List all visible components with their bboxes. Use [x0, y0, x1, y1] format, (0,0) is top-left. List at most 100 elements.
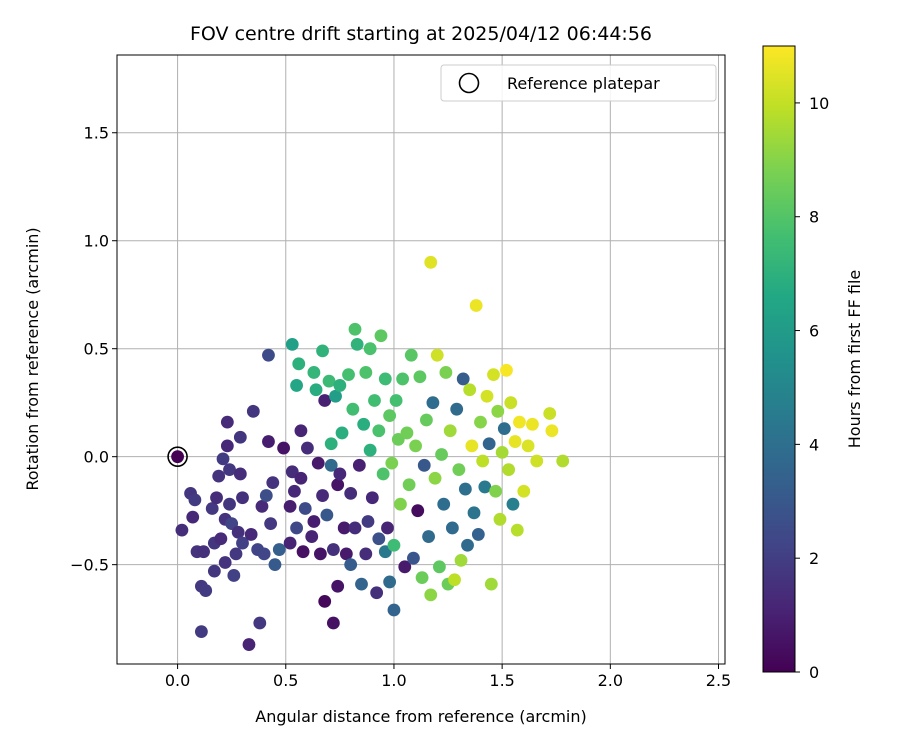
data-point: [242, 638, 256, 651]
data-point: [210, 491, 223, 505]
data-point: [359, 366, 373, 379]
data-point: [212, 469, 226, 483]
data-point: [463, 383, 477, 397]
data-point: [430, 348, 444, 362]
data-point: [290, 379, 303, 392]
data-point: [432, 560, 446, 574]
data-point: [316, 344, 329, 358]
colorbar-tick-label: 10: [809, 94, 829, 113]
data-point: [439, 366, 453, 379]
data-point: [478, 480, 492, 494]
data-point: [290, 521, 303, 535]
data-point: [294, 471, 308, 485]
data-point: [372, 532, 386, 546]
data-point: [326, 616, 340, 630]
data-point: [480, 389, 494, 403]
y-tick-label: 1.0: [84, 232, 109, 251]
data-point: [253, 616, 267, 630]
data-point: [383, 409, 397, 423]
data-point: [257, 547, 271, 561]
data-point: [255, 499, 269, 513]
data-point: [262, 435, 275, 448]
data-point: [370, 586, 384, 600]
data-point: [333, 379, 347, 392]
reference-marker-group: [167, 446, 188, 467]
data-point: [383, 575, 397, 589]
data-point: [301, 441, 314, 455]
data-point: [495, 445, 509, 459]
data-point: [402, 478, 416, 492]
data-point: [510, 523, 524, 537]
data-point: [307, 366, 321, 379]
data-point: [365, 491, 379, 505]
y-tick-label: 0.0: [84, 448, 109, 467]
data-point: [461, 538, 474, 552]
colorbar-axis: 0 2 4 6 8 10: [795, 94, 829, 682]
x-tick-label: 1.5: [489, 671, 514, 690]
data-point: [508, 435, 522, 448]
data-point: [246, 404, 260, 418]
data-point: [420, 413, 433, 427]
chart-title: FOV centre drift starting at 2025/04/12 …: [190, 23, 652, 45]
colorbar-tick-label: 0: [809, 663, 819, 682]
data-point: [502, 463, 516, 477]
data-point: [277, 441, 291, 455]
data-point: [331, 579, 345, 593]
data-point: [445, 521, 459, 535]
data-point: [491, 404, 505, 418]
data-point: [556, 454, 570, 468]
data-point: [262, 348, 275, 362]
data-point: [471, 528, 485, 541]
data-point: [376, 467, 390, 481]
legend: Reference platepar: [440, 64, 717, 102]
data-point: [344, 558, 358, 572]
data-point: [342, 368, 355, 382]
data-point: [435, 448, 448, 461]
reference-point-fill: [171, 450, 184, 464]
data-point: [417, 458, 431, 472]
data-point: [283, 499, 297, 513]
data-point: [233, 467, 247, 481]
colorbar-tick-label: 2: [809, 549, 819, 568]
data-point: [545, 424, 559, 438]
data-point: [344, 486, 358, 500]
data-point: [469, 299, 483, 312]
data-point: [218, 556, 232, 569]
data-point: [320, 508, 334, 522]
data-point: [223, 463, 236, 477]
data-point: [264, 517, 278, 531]
x-tick-label: 0.0: [165, 671, 190, 690]
data-point: [361, 515, 375, 528]
x-tick-label: 2.0: [598, 671, 623, 690]
data-point: [372, 424, 386, 438]
colorbar: [762, 45, 796, 673]
data-point: [272, 543, 286, 556]
data-point: [497, 422, 511, 436]
data-point: [387, 538, 401, 552]
data-point: [489, 484, 503, 498]
data-point: [443, 424, 457, 438]
data-point: [474, 415, 487, 429]
data-point: [350, 337, 364, 351]
data-point: [357, 417, 371, 431]
data-point: [424, 588, 438, 602]
data-point: [216, 452, 230, 466]
data-point: [283, 536, 297, 550]
data-point: [309, 383, 323, 397]
data-point: [220, 415, 234, 429]
data-point: [346, 402, 360, 416]
data-point: [428, 471, 442, 485]
data-point: [400, 426, 414, 440]
data-point: [268, 558, 282, 572]
data-point: [521, 439, 535, 453]
data-point: [484, 577, 498, 591]
data-point: [339, 547, 353, 561]
data-point: [506, 497, 520, 511]
data-point: [374, 329, 388, 343]
data-points: [175, 255, 570, 651]
data-point: [266, 476, 280, 489]
data-point: [385, 456, 399, 470]
data-point: [422, 530, 435, 543]
data-point: [513, 415, 526, 429]
data-point: [307, 515, 321, 528]
